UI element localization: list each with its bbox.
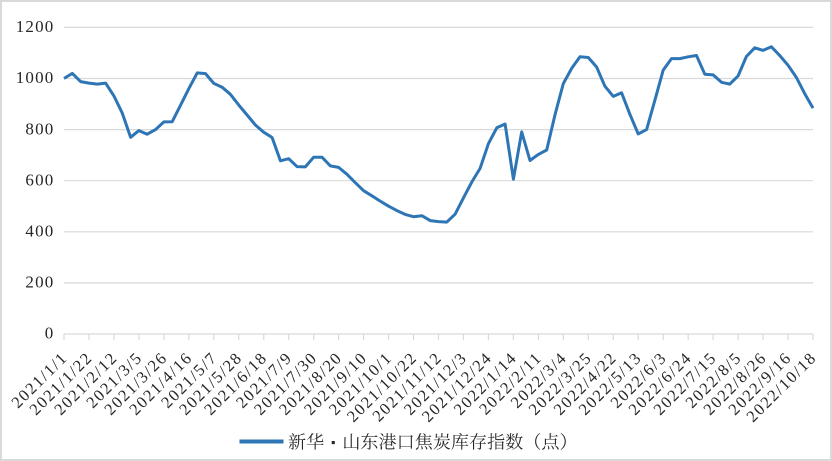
svg-text:400: 400	[25, 222, 54, 241]
svg-text:600: 600	[25, 170, 54, 189]
svg-text:1200: 1200	[16, 17, 55, 36]
svg-text:1000: 1000	[16, 68, 55, 87]
svg-text:800: 800	[25, 119, 54, 138]
svg-text:0: 0	[45, 324, 55, 343]
svg-text:200: 200	[25, 273, 54, 292]
